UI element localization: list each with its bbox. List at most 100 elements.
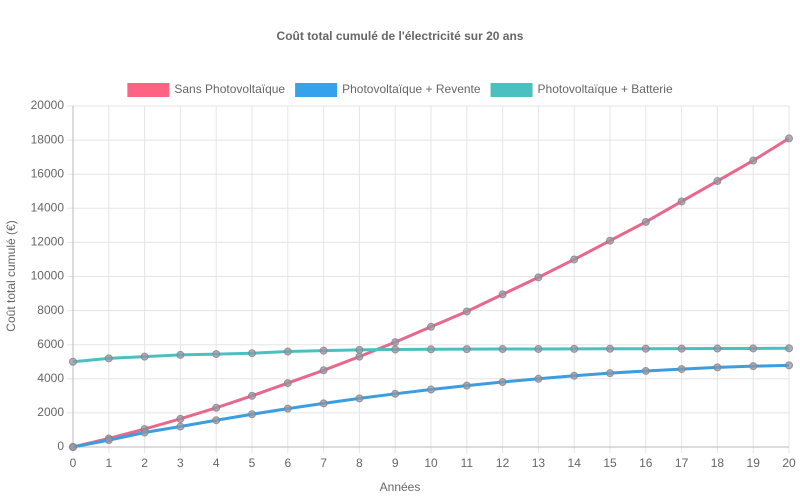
- data-point: [534, 273, 543, 282]
- data-point: [104, 354, 113, 363]
- data-point: [749, 362, 758, 371]
- y-tick-label: 8000: [37, 303, 64, 317]
- data-point: [713, 363, 722, 372]
- legend-swatch: [127, 83, 170, 97]
- data-point: [176, 422, 185, 431]
- data-point: [713, 344, 722, 353]
- x-tick-label: 8: [356, 456, 363, 470]
- data-point: [391, 389, 400, 398]
- x-tick-label: 9: [392, 456, 399, 470]
- y-tick-label: 14000: [31, 200, 65, 214]
- data-point: [785, 361, 793, 370]
- data-point: [570, 371, 579, 380]
- data-point: [176, 350, 185, 359]
- data-point: [355, 345, 364, 354]
- data-point: [248, 410, 256, 419]
- x-tick-label: 2: [141, 456, 148, 470]
- data-point: [785, 134, 793, 143]
- x-tick-label: 6: [284, 456, 291, 470]
- data-point: [677, 197, 686, 206]
- x-tick-label: 15: [603, 456, 617, 470]
- data-point: [606, 236, 614, 245]
- chart-title: Coût total cumulé de l'électricité sur 2…: [277, 29, 524, 43]
- data-point: [212, 416, 221, 425]
- x-tick-label: 19: [747, 456, 761, 470]
- data-point: [641, 366, 650, 375]
- data-point: [462, 307, 471, 316]
- legend: Sans Photovoltaïque Photovoltaïque + Reve…: [127, 82, 673, 97]
- data-point: [427, 345, 435, 354]
- data-point: [570, 344, 579, 353]
- data-point: [677, 344, 686, 353]
- data-point: [248, 349, 256, 358]
- legend-swatch: [490, 83, 533, 97]
- data-point: [69, 357, 77, 366]
- y-tick-label: 4000: [37, 371, 64, 385]
- data-point: [498, 290, 507, 299]
- data-point: [462, 381, 471, 390]
- data-point: [534, 374, 543, 383]
- legend-label: Photovoltaïque + Revente: [342, 82, 481, 96]
- data-point: [641, 217, 650, 226]
- data-point: [319, 399, 328, 408]
- x-tick-label: 16: [639, 456, 653, 470]
- data-point: [606, 369, 614, 378]
- y-tick-label: 16000: [31, 166, 65, 180]
- data-point: [319, 366, 328, 375]
- x-tick-label: 13: [532, 456, 546, 470]
- data-point: [713, 177, 722, 186]
- data-point: [391, 338, 400, 347]
- y-tick-label: 6000: [37, 337, 64, 351]
- y-tick-label: 18000: [31, 132, 65, 146]
- data-point: [212, 403, 221, 412]
- data-point: [69, 443, 77, 451]
- data-point: [427, 385, 435, 394]
- data-point: [677, 365, 686, 374]
- data-point: [534, 344, 543, 353]
- y-tick-label: 10000: [31, 269, 65, 283]
- data-point: [140, 352, 149, 361]
- data-point: [355, 352, 364, 361]
- data-point: [176, 414, 185, 423]
- x-tick-label: 0: [70, 456, 77, 470]
- y-tick-label: 12000: [31, 235, 65, 249]
- y-tick-label: 20000: [31, 98, 65, 112]
- data-point: [283, 379, 292, 388]
- x-tick-label: 7: [320, 456, 327, 470]
- x-tick-label: 3: [177, 456, 184, 470]
- x-tick-label: 20: [782, 456, 796, 470]
- data-point: [427, 322, 435, 331]
- data-point: [498, 345, 507, 354]
- x-tick-label: 14: [568, 456, 582, 470]
- data-point: [391, 345, 400, 354]
- x-tick-label: 12: [496, 456, 510, 470]
- data-point: [212, 350, 221, 359]
- data-point: [140, 428, 149, 437]
- data-point: [248, 391, 256, 400]
- data-point: [641, 344, 650, 353]
- legend-label: Sans Photovoltaïque: [174, 82, 285, 96]
- x-tick-label: 17: [675, 456, 689, 470]
- legend-label: Photovoltaïque + Batterie: [538, 82, 673, 96]
- y-tick-label: 2000: [37, 405, 64, 419]
- data-point: [570, 255, 579, 264]
- data-point: [283, 347, 292, 356]
- data-point: [283, 404, 292, 413]
- x-tick-label: 18: [711, 456, 725, 470]
- data-point: [606, 344, 614, 353]
- legend-swatch: [295, 83, 338, 97]
- x-tick-label: 5: [249, 456, 256, 470]
- data-point: [749, 344, 758, 353]
- data-point: [462, 345, 471, 354]
- x-tick-label: 4: [213, 456, 220, 470]
- data-point: [498, 378, 507, 387]
- data-point: [785, 344, 793, 353]
- x-tick-label: 11: [461, 456, 474, 470]
- data-point: [355, 394, 364, 403]
- x-tick-label: 1: [105, 456, 112, 470]
- data-point: [749, 156, 758, 165]
- data-point: [319, 346, 328, 355]
- data-point: [104, 436, 113, 445]
- x-axis-label: Années: [380, 480, 421, 494]
